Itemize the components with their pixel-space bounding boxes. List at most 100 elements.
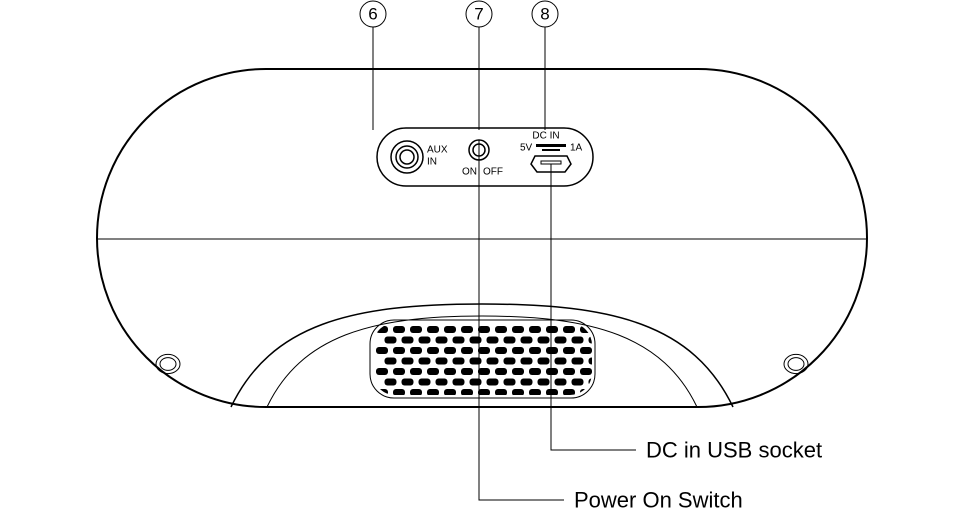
switch-off-label: OFF [483,167,503,178]
grille-slot [393,326,405,333]
grille-slot [393,347,405,354]
grille-slot [427,347,439,354]
grille-slot [453,358,465,365]
grille-slot [529,347,541,354]
grille-slot [521,358,533,365]
power-on-switch-label: Power On Switch [574,488,743,513]
grille-slot [393,368,405,375]
grille-slot [470,358,482,365]
grille-slot [504,358,516,365]
grille-slot [563,368,575,375]
grille-slot [470,379,482,386]
grille-slot [461,347,473,354]
grille-slot [563,347,575,354]
grille-slot [419,358,431,365]
grille-slot [512,389,524,396]
grille-slot [419,337,431,344]
screw-hole-inner-2 [788,358,804,371]
grille-slot [427,326,439,333]
screw-hole-inner-1 [160,358,176,371]
grille-slot [402,337,414,344]
grille-slot [529,389,541,396]
grille-slot [538,337,550,344]
grille-slot [436,379,448,386]
grille-slot [563,389,575,396]
grille-slot [410,326,422,333]
dc-in-amperage: 1A [570,143,583,154]
grille-slot [427,368,439,375]
grille-slot [427,389,439,396]
grille-slot [504,379,516,386]
grille-slot [521,379,533,386]
grille-slot [495,326,507,333]
grille-slot [555,358,567,365]
grille-slot [495,368,507,375]
grille-slot [436,337,448,344]
dc-in-usb-socket-label: DC in USB socket [646,438,822,463]
callout-number-6: 6 [368,5,377,24]
grille-slot [385,358,397,365]
grille-slot [402,379,414,386]
grille-slot [487,379,499,386]
grille-slot [572,337,584,344]
grille-slot [461,326,473,333]
speaker-body-outline [97,69,867,407]
grille-slot [419,379,431,386]
grille-slot [546,368,558,375]
dc-symbol-bar-2 [542,149,560,151]
grille-slot [410,347,422,354]
grille-slot [385,337,397,344]
grille-slot [444,326,456,333]
grille-slot [444,389,456,396]
grille-slot [402,358,414,365]
grille-slot [572,379,584,386]
grille-slot [495,347,507,354]
diagram-canvas: AUXIN ON OFF DC IN5V 1A DC in USB socket Power… [0,0,975,527]
grille-slot [376,326,388,333]
grille-slot [512,368,524,375]
grille-slot [453,379,465,386]
grille-slot [538,379,550,386]
callout-number-8: 8 [540,5,549,24]
switch-on-label: ON [462,167,477,178]
grille-slot [495,389,507,396]
grille-slot [529,368,541,375]
grille-slot [580,368,592,375]
grille-slot [461,368,473,375]
grille-slot [580,347,592,354]
aux-label-2: IN [427,157,437,168]
grille-slots [376,326,601,396]
grille-slot [461,389,473,396]
grille-slot [376,347,388,354]
grille-slot [478,389,490,396]
grille-slot [563,326,575,333]
callout-number-7: 7 [474,5,483,24]
grille-slot [529,326,541,333]
grille-slot [487,337,499,344]
grille-slot [538,358,550,365]
dc-in-voltage: 5V [520,143,533,154]
grille-slot [487,358,499,365]
grille-slot [512,326,524,333]
grille-slot [436,358,448,365]
grille-slot [393,389,405,396]
aux-label-1: AUX [427,145,448,156]
dc-in-title: DC IN [532,131,559,142]
grille-slot [444,368,456,375]
grille-slot [376,368,388,375]
grille-slot [521,337,533,344]
grille-slot [572,358,584,365]
grille-slot [546,347,558,354]
grille-slot [410,389,422,396]
grille-slot [555,337,567,344]
grille-slot [546,389,558,396]
grille-slot [478,326,490,333]
grille-slot [512,347,524,354]
grille-slot [504,337,516,344]
grille-slot [555,379,567,386]
grille-slot [410,368,422,375]
grille-slot [478,347,490,354]
grille-slot [470,337,482,344]
grille-slot [385,379,397,386]
grille-slot [478,368,490,375]
